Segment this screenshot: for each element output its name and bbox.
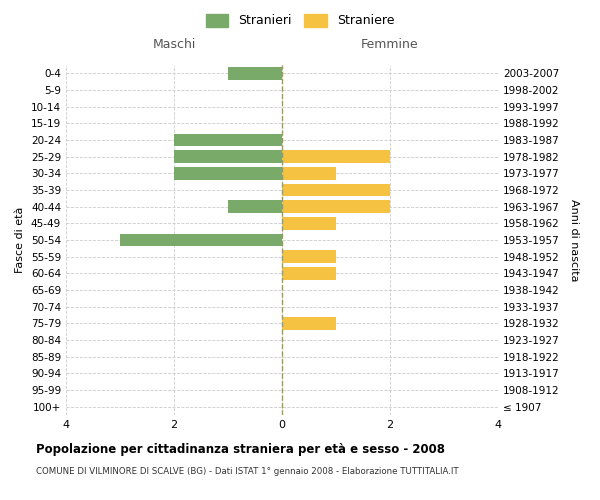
Text: Popolazione per cittadinanza straniera per età e sesso - 2008: Popolazione per cittadinanza straniera p… — [36, 442, 445, 456]
Y-axis label: Anni di nascita: Anni di nascita — [569, 198, 579, 281]
Bar — [282, 200, 390, 213]
Text: COMUNE DI VILMINORE DI SCALVE (BG) - Dati ISTAT 1° gennaio 2008 - Elaborazione T: COMUNE DI VILMINORE DI SCALVE (BG) - Dat… — [36, 468, 458, 476]
Bar — [174, 134, 282, 146]
Legend: Stranieri, Straniere: Stranieri, Straniere — [201, 8, 399, 32]
Bar — [228, 200, 282, 213]
Bar — [174, 150, 282, 163]
Text: Femmine: Femmine — [361, 38, 419, 51]
Bar — [282, 317, 336, 330]
Bar — [282, 250, 336, 263]
Bar — [282, 167, 336, 179]
Bar — [120, 234, 282, 246]
Bar — [228, 67, 282, 80]
Bar — [282, 150, 390, 163]
Y-axis label: Fasce di età: Fasce di età — [16, 207, 25, 273]
Bar — [282, 267, 336, 280]
Bar — [282, 217, 336, 230]
Bar — [174, 167, 282, 179]
Text: Maschi: Maschi — [152, 38, 196, 51]
Bar — [282, 184, 390, 196]
